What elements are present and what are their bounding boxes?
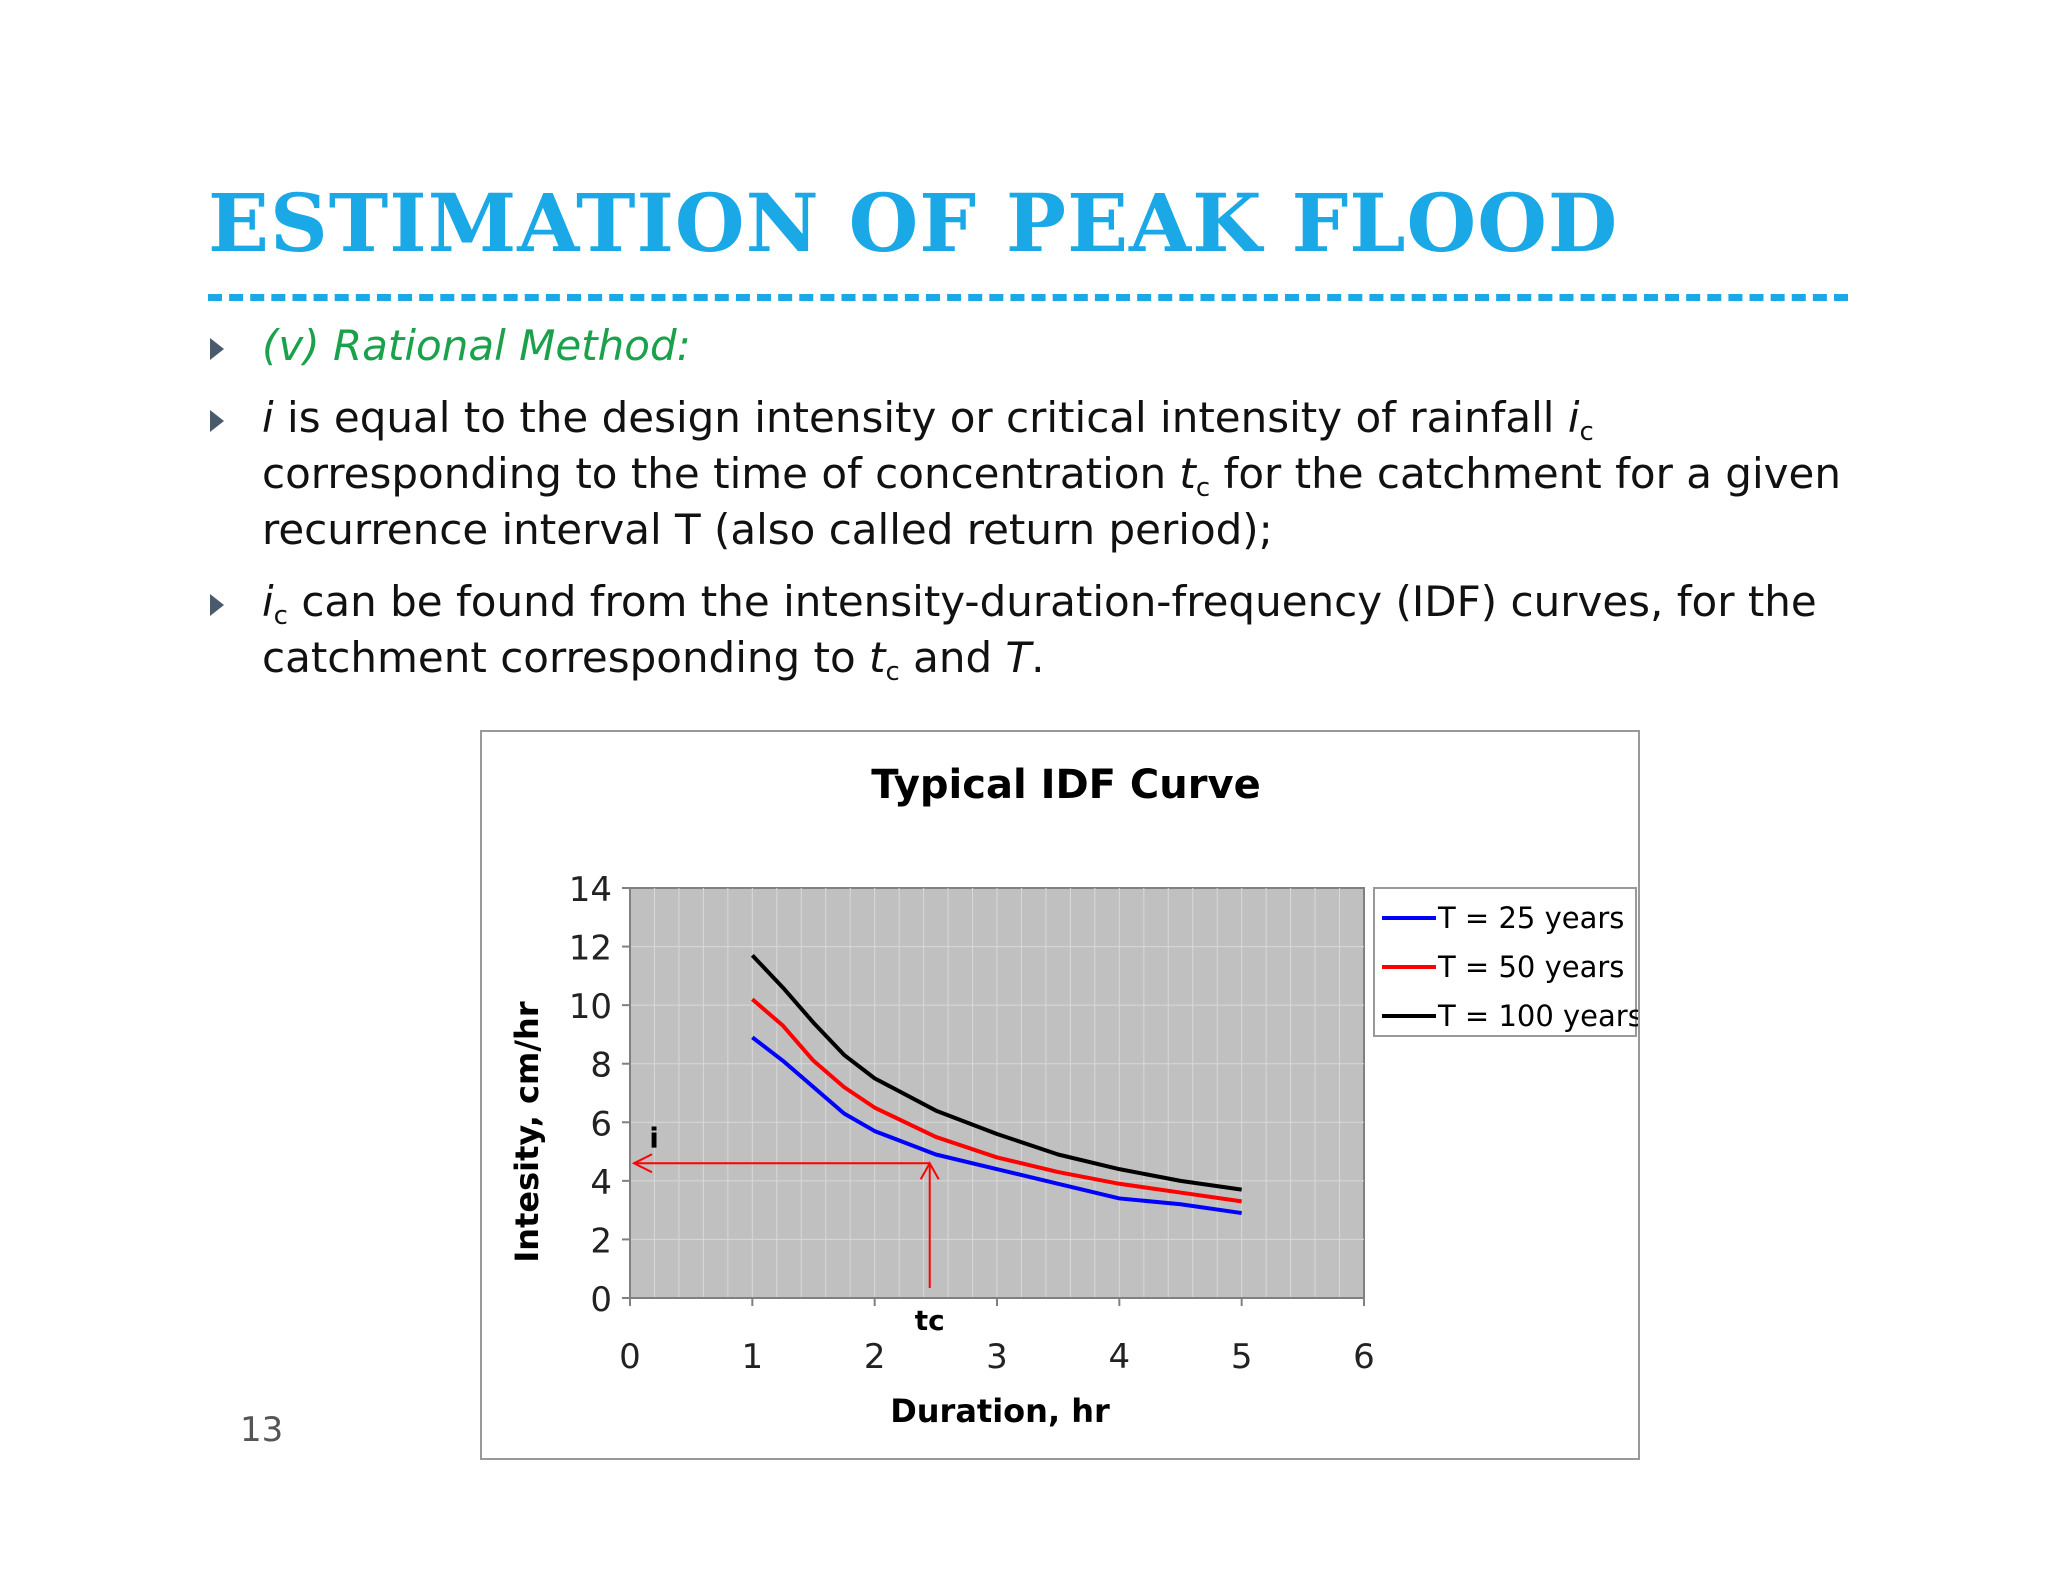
bullet-design-intensity: i is equal to the design intensity or cr… bbox=[200, 390, 1860, 558]
triangle-bullet-icon bbox=[210, 338, 224, 360]
y-tick-label: 6 bbox=[590, 1104, 612, 1144]
bullet-text: (v) Rational Method: bbox=[262, 321, 691, 370]
bullet-rational-method: (v) Rational Method: bbox=[200, 318, 1860, 374]
y-tick-label: 4 bbox=[590, 1163, 612, 1203]
y-tick-label: 10 bbox=[569, 987, 612, 1027]
y-tick-label: 2 bbox=[590, 1221, 612, 1261]
symbol-tc: t bbox=[1179, 449, 1196, 498]
symbol-ic-subscript: c bbox=[1579, 417, 1594, 447]
symbol-tc: t bbox=[869, 633, 886, 682]
y-tick-label: 14 bbox=[569, 870, 612, 910]
bullet-text: is equal to the design intensity or crit… bbox=[273, 393, 1568, 442]
x-tick-label: 0 bbox=[619, 1337, 641, 1377]
i-arrow-head bbox=[631, 1153, 653, 1174]
x-tick-label: 2 bbox=[864, 1337, 886, 1377]
page-number: 13 bbox=[240, 1410, 284, 1450]
y-tick-label: 12 bbox=[569, 929, 612, 969]
symbol-tc-subscript: c bbox=[885, 657, 900, 687]
series-line bbox=[751, 1035, 1242, 1216]
idf-chart: Typical IDF Curve Duration, hr Intesity,… bbox=[480, 730, 1643, 1460]
series-line bbox=[751, 997, 1242, 1204]
symbol-ic: i bbox=[262, 577, 274, 626]
chart-title: Typical IDF Curve bbox=[871, 762, 1260, 808]
slide-title: ESTIMATION OF PEAK FLOOD bbox=[208, 176, 1619, 270]
idf-chart-svg: Typical IDF Curve Duration, hr Intesity,… bbox=[508, 762, 1643, 1430]
bullet-text: . bbox=[1031, 633, 1045, 682]
x-tick-label: 5 bbox=[1231, 1337, 1253, 1377]
i-annotation-label: i bbox=[649, 1121, 659, 1154]
x-tick-label: 3 bbox=[986, 1337, 1008, 1377]
legend-entry: T = 50 years bbox=[1437, 950, 1624, 984]
bullet-text: corresponding to the time of concentrati… bbox=[262, 449, 1180, 498]
x-tick-label: 1 bbox=[742, 1337, 764, 1377]
triangle-bullet-icon bbox=[210, 594, 224, 616]
title-divider bbox=[208, 294, 1848, 301]
y-tick-label: 8 bbox=[590, 1046, 612, 1086]
x-tick-label: 4 bbox=[1109, 1337, 1131, 1377]
bullet-list: (v) Rational Method: i is equal to the d… bbox=[200, 318, 1860, 702]
legend-entry: T = 100 years bbox=[1437, 999, 1638, 1033]
legend-entry: T = 25 years bbox=[1437, 901, 1624, 935]
bullet-idf-curves: ic can be found from the intensity-durat… bbox=[200, 574, 1860, 686]
tc-annotation-label: tc bbox=[915, 1304, 945, 1337]
bullet-text: and bbox=[899, 633, 1006, 682]
x-tick-label: 6 bbox=[1353, 1337, 1375, 1377]
x-axis-label: Duration, hr bbox=[890, 1392, 1110, 1430]
series-line bbox=[750, 953, 1242, 1192]
bullet-text: can be found from the intensity-duration… bbox=[262, 577, 1817, 682]
symbol-T: T bbox=[1005, 633, 1032, 682]
y-tick-label: 0 bbox=[590, 1280, 612, 1320]
legend-box bbox=[1373, 887, 1637, 1037]
triangle-bullet-icon bbox=[210, 410, 224, 432]
symbol-tc-subscript: c bbox=[1195, 473, 1211, 503]
y-axis-label: Intesity, cm/hr bbox=[508, 1001, 546, 1262]
bullet-text: for the catchment for a given recurrence… bbox=[262, 449, 1841, 554]
symbol-ic: i bbox=[1567, 393, 1580, 442]
symbol-i: i bbox=[262, 393, 274, 442]
symbol-ic-subscript: c bbox=[273, 601, 288, 631]
